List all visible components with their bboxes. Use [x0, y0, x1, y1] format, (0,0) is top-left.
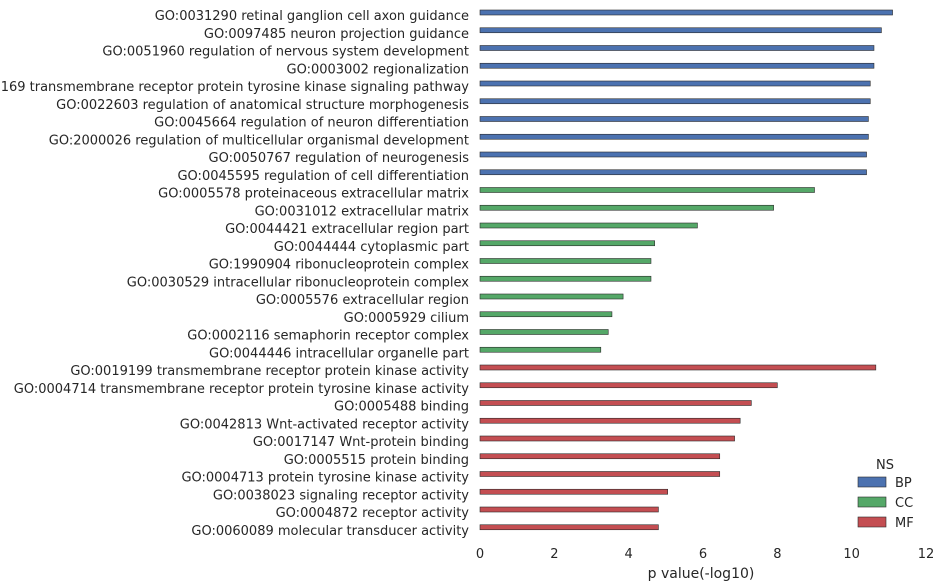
x-tick-label: 4 — [625, 547, 633, 562]
x-axis-ticks: 0 2 4 6 8 10 12 — [476, 547, 934, 562]
category-label: GO:0017147 Wnt-protein binding — [253, 435, 469, 450]
bar-mf — [479, 453, 721, 460]
bar-mf — [479, 435, 735, 442]
category-label: GO:1990904 ribonucleoprotein complex — [209, 258, 470, 273]
bar-bp — [479, 151, 867, 158]
legend-label-bp: BP — [895, 476, 912, 491]
category-label: GO:0004713 protein tyrosine kinase activ… — [181, 471, 469, 486]
bar-mf — [479, 417, 741, 424]
bar-cc — [479, 258, 652, 264]
category-label: GO:0042813 Wnt-activated receptor activi… — [180, 417, 470, 432]
bar-cc — [479, 346, 602, 353]
legend-label-cc: CC — [895, 496, 913, 511]
category-labels: GO:0031290 retinal ganglion cell axon gu… — [0, 9, 469, 539]
bar-cc — [479, 240, 655, 247]
category-label: GO:0038023 signaling receptor activity — [213, 488, 469, 503]
category-label: GO:0002116 semaphorin receptor complex — [187, 329, 469, 344]
bar-cc — [479, 222, 698, 229]
category-label: GO:0005929 cilium — [344, 311, 469, 326]
category-label: GO:0005515 protein binding — [284, 453, 469, 468]
legend-swatch-bp — [857, 476, 887, 488]
bar-bp — [479, 9, 893, 16]
category-label: GO:0051960 regulation of nervous system … — [102, 45, 469, 60]
category-label: GO:0007169 transmembrane receptor protei… — [0, 80, 469, 95]
bar-mf — [479, 488, 668, 495]
category-label: GO:0097485 neuron projection guidance — [204, 27, 469, 42]
bar-bp — [479, 80, 871, 87]
x-tick-label: 0 — [476, 547, 484, 562]
category-label: GO:0031012 extracellular matrix — [255, 204, 470, 219]
bar-bp — [479, 116, 869, 122]
x-tick-label: 10 — [843, 547, 860, 562]
bar-mf — [479, 471, 721, 477]
category-label: GO:0060089 molecular transducer activity — [191, 524, 469, 539]
bar-cc — [479, 187, 815, 193]
bar-mf — [479, 524, 659, 531]
category-label: GO:0030529 intracellular ribonucleoprote… — [127, 275, 470, 290]
category-label: GO:0005576 extracellular region — [256, 293, 469, 308]
category-label: GO:0044446 intracellular organelle part — [209, 346, 469, 361]
bar-cc — [479, 275, 652, 282]
x-tick-label: 6 — [699, 547, 707, 562]
category-label: GO:0044421 extracellular region part — [225, 222, 469, 237]
category-label: GO:0005578 proteinaceous extracellular m… — [158, 187, 469, 202]
legend-swatch-mf — [857, 516, 887, 528]
bar-mf — [479, 364, 877, 371]
bar-mf — [479, 400, 752, 406]
bar-cc — [479, 204, 774, 211]
category-label: GO:0003002 regionalization — [287, 62, 469, 77]
category-label: GO:0044444 cytoplasmic part — [274, 240, 469, 255]
category-label: GO:0050767 regulation of neurogenesis — [209, 151, 470, 166]
bar-bp — [479, 45, 875, 51]
bar-cc — [479, 329, 609, 335]
bar-cc — [479, 293, 624, 300]
legend-swatch-cc — [857, 496, 887, 508]
category-label: GO:2000026 regulation of multicellular o… — [49, 133, 469, 148]
category-label: GO:0005488 binding — [334, 400, 469, 415]
category-label: GO:0031290 retinal ganglion cell axon gu… — [155, 9, 469, 24]
bar-cc — [479, 311, 613, 318]
category-label: GO:0045595 regulation of cell differenti… — [177, 169, 469, 184]
legend-label-mf: MF — [895, 516, 914, 531]
bar-bp — [479, 27, 882, 34]
legend-title: NS — [876, 458, 894, 473]
category-label: GO:0004872 receptor activity — [276, 506, 470, 521]
category-label: GO:0045664 regulation of neuron differen… — [154, 116, 469, 131]
x-axis-label: p value(-log10) — [648, 566, 755, 582]
category-label: GO:0004714 transmembrane receptor protei… — [14, 382, 470, 397]
x-tick-label: 12 — [918, 547, 935, 562]
legend: NS BP CC MF — [857, 458, 914, 531]
x-tick-label: 8 — [773, 547, 781, 562]
bars-layer — [479, 9, 893, 531]
bar-mf — [479, 382, 778, 389]
category-label: GO:0019199 transmembrane receptor protei… — [70, 364, 469, 379]
bar-bp — [479, 169, 867, 176]
bar-bp — [479, 133, 869, 140]
bar-bp — [479, 62, 875, 69]
category-label: GO:0022603 regulation of anatomical stru… — [56, 98, 469, 113]
bar-bp — [479, 98, 871, 105]
bar-mf — [479, 506, 659, 513]
x-tick-label: 2 — [550, 547, 558, 562]
